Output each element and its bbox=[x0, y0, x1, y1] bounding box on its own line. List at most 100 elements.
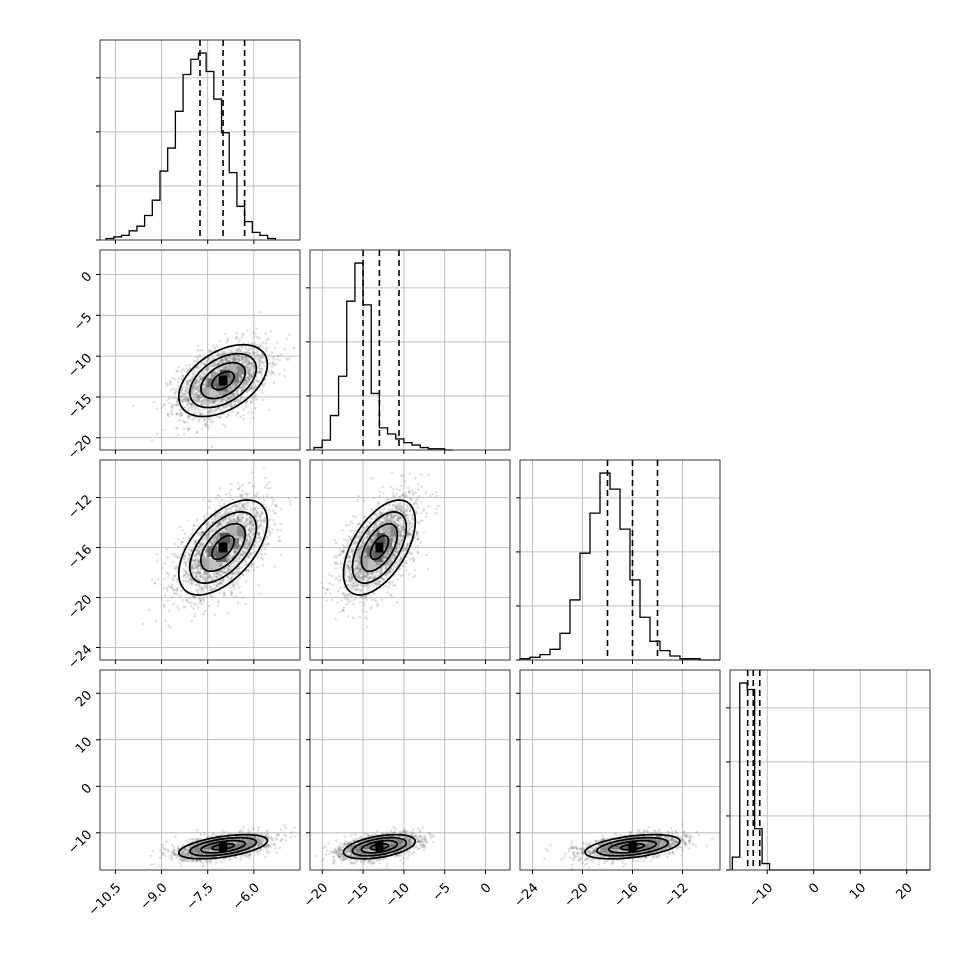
scatter-point bbox=[179, 394, 182, 398]
scatter-point bbox=[239, 374, 242, 378]
scatter-point bbox=[220, 400, 224, 404]
scatter-point bbox=[272, 381, 276, 384]
scatter-point bbox=[288, 357, 291, 360]
scatter-point bbox=[239, 507, 242, 510]
scatter-point bbox=[243, 378, 247, 382]
scatter-point bbox=[223, 512, 227, 515]
scatter-point bbox=[249, 362, 253, 365]
scatter-point bbox=[226, 337, 229, 341]
scatter-point bbox=[183, 406, 187, 409]
scatter-point bbox=[391, 503, 395, 507]
scatter-point bbox=[230, 396, 234, 399]
scatter-point bbox=[245, 379, 249, 383]
scatter-point bbox=[207, 575, 210, 579]
scatter-point bbox=[206, 367, 210, 371]
scatter-point bbox=[223, 425, 227, 428]
scatter-point bbox=[170, 405, 173, 409]
scatter-point bbox=[196, 365, 200, 369]
scatter-point bbox=[180, 388, 184, 392]
scatter-point bbox=[228, 568, 231, 571]
scatter-point bbox=[251, 519, 255, 523]
scatter-point bbox=[208, 585, 212, 589]
scatter-point bbox=[255, 541, 258, 544]
scatter-point bbox=[208, 575, 212, 579]
scatter-point bbox=[175, 588, 178, 591]
scatter-point bbox=[175, 567, 178, 571]
scatter-point bbox=[192, 372, 195, 376]
scatter-point bbox=[215, 585, 219, 588]
scatter-point bbox=[264, 476, 267, 480]
scatter-point bbox=[248, 361, 252, 365]
scatter-point bbox=[223, 391, 226, 395]
scatter-point bbox=[220, 569, 224, 573]
scatter-point bbox=[253, 507, 257, 511]
scatter-point bbox=[212, 400, 216, 404]
scatter-point bbox=[294, 496, 297, 500]
scatter-point bbox=[215, 408, 219, 412]
scatter-point bbox=[363, 527, 367, 531]
scatter-point bbox=[237, 556, 241, 560]
scatter-point bbox=[355, 584, 359, 587]
scatter-point bbox=[190, 563, 194, 566]
scatter-point bbox=[203, 579, 207, 582]
scatter-point bbox=[194, 554, 198, 557]
scatter-point bbox=[242, 332, 246, 336]
scatter-point bbox=[198, 349, 202, 352]
scatter-point bbox=[247, 533, 251, 536]
scatter-point bbox=[266, 542, 270, 545]
scatter-point bbox=[190, 581, 194, 584]
scatter-point bbox=[186, 408, 190, 412]
panel-frame bbox=[99, 39, 301, 241]
scatter-point bbox=[233, 357, 236, 361]
scatter-point bbox=[382, 578, 385, 581]
scatter-point bbox=[195, 431, 199, 434]
scatter-point bbox=[190, 581, 193, 585]
scatter-point bbox=[216, 604, 220, 608]
scatter-point bbox=[233, 571, 236, 575]
scatter-point bbox=[279, 522, 283, 526]
scatter-point bbox=[194, 562, 197, 566]
scatter-point bbox=[220, 397, 223, 401]
scatter-point bbox=[234, 383, 237, 387]
scatter-point bbox=[222, 530, 225, 533]
scatter-point bbox=[187, 596, 191, 600]
scatter-point bbox=[238, 569, 241, 573]
scatter-point bbox=[245, 350, 249, 354]
scatter-point bbox=[262, 364, 266, 367]
scatter-point bbox=[192, 524, 195, 527]
scatter-point bbox=[250, 373, 254, 377]
scatter-point bbox=[205, 548, 208, 551]
scatter-point bbox=[200, 531, 204, 535]
scatter-point bbox=[244, 378, 247, 382]
density-cell bbox=[219, 369, 230, 378]
scatter-point bbox=[212, 373, 215, 377]
scatter-point bbox=[411, 524, 415, 528]
scatter-point bbox=[224, 358, 227, 361]
scatter-point bbox=[227, 404, 231, 407]
scatter-point bbox=[220, 581, 224, 584]
scatter-point bbox=[222, 392, 226, 396]
scatter-point bbox=[249, 531, 253, 534]
scatter-point bbox=[212, 401, 216, 405]
scatter-point bbox=[180, 378, 184, 381]
scatter-point bbox=[232, 392, 236, 395]
scatter-point bbox=[185, 560, 189, 564]
scatter-point bbox=[203, 417, 206, 421]
scatter-point bbox=[195, 571, 198, 575]
scatter-point bbox=[205, 384, 208, 388]
scatter-point bbox=[204, 584, 207, 587]
scatter-point bbox=[192, 382, 196, 386]
scatter-point bbox=[208, 410, 211, 413]
scatter-point bbox=[216, 353, 220, 356]
scatter-point bbox=[228, 359, 232, 363]
scatter-point bbox=[265, 346, 269, 350]
scatter-point bbox=[260, 374, 264, 377]
scatter-point bbox=[381, 521, 385, 525]
histogram-step bbox=[313, 262, 453, 451]
scatter-point bbox=[237, 346, 241, 350]
scatter-point bbox=[214, 514, 217, 517]
scatter-point bbox=[197, 390, 200, 393]
scatter-point bbox=[205, 533, 209, 536]
scatter-point bbox=[170, 586, 173, 590]
scatter-point bbox=[210, 409, 214, 413]
